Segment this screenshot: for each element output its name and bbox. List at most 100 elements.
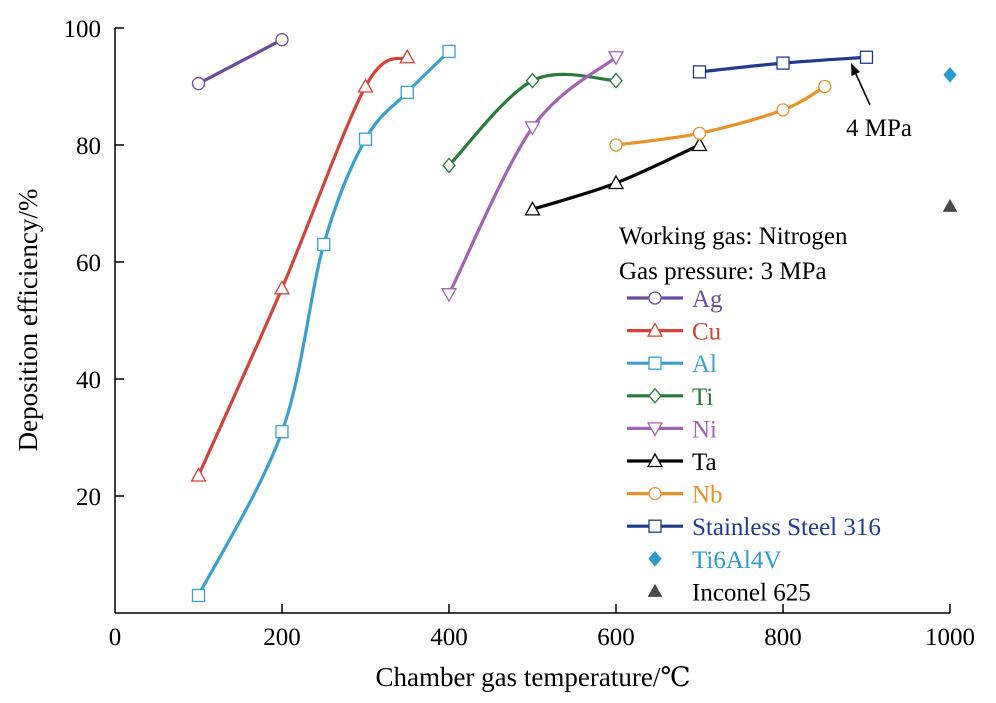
annotation-arrow-line [854,71,871,106]
series-al [191,44,456,603]
data-point-nb [818,79,832,94]
x-tick-label: 200 [263,624,301,651]
legend-item-ni: Ni [627,416,717,443]
legend-item-cu: Cu [627,319,722,346]
data-point-ni [607,51,625,66]
legend-item-ag: Ag [627,286,723,313]
legend-marker [648,486,662,501]
legend-marker [646,322,664,337]
data-point-cu [399,48,416,64]
legend-marker [646,422,664,437]
notes: Working gas: Nitrogen Gas pressure: 3 MP… [619,223,848,285]
note-gas-pressure: Gas pressure: 3 MPa [619,258,827,285]
x-axis-title: Chamber gas temperature/℃ [375,662,690,692]
data-point-cu [190,467,207,482]
legend-label: Cu [692,319,722,346]
y-tick-label: 20 [76,484,101,511]
y-ticks: 20 40 60 80 100 [64,16,124,511]
legend-marker [648,551,662,567]
series-ag [191,33,289,91]
legend-label: Ag [692,286,723,313]
data-point-al [275,424,289,439]
legend: Ag Cu Al Ti Ni Ta Nb Stainless Steel 316 Ti6Al4V… [627,286,881,606]
legend-marker [646,452,664,468]
series-line-al [196,49,451,598]
data-point-ta [607,174,625,190]
annotation: 4 MPa [846,63,912,142]
data-point-al [400,85,414,99]
series-line-nb [614,84,827,147]
data-point-al [317,237,331,252]
series-layer [190,33,958,603]
series-nb [609,79,832,152]
legend-item-ti: Ti [627,384,713,411]
data-point-ni [440,288,458,303]
legend-marker [648,519,662,533]
series-ti [442,72,623,174]
annotation-arrow-head [851,63,860,76]
x-tick-label: 0 [109,624,122,651]
note-working-gas: Working gas: Nitrogen [619,223,848,250]
legend-item-stainless-steel-316: Stainless Steel 316 [627,514,881,541]
data-point-cu [273,279,291,295]
legend-marker [647,583,663,597]
data-point-inconel-625 [942,198,958,212]
data-point-stainless-steel-316 [859,50,874,64]
legend-marker [648,387,662,404]
y-tick-label: 60 [76,250,101,277]
data-point-ti [525,72,540,89]
series-inconel-625 [942,198,958,212]
x-tick-label: 400 [430,624,468,651]
y-tick-label: 100 [64,16,102,43]
data-point-ni [524,121,541,136]
legend-marker [648,291,662,305]
series-cu [190,48,416,482]
data-point-stainless-steel-316 [776,56,790,70]
data-point-al [191,588,206,603]
series-ti6al4v [943,67,957,83]
data-point-nb [776,103,790,117]
legend-label: Inconel 625 [692,579,811,606]
data-point-ag [191,76,206,91]
data-point-ti [609,72,623,89]
data-point-ti6al4v [943,67,957,83]
series-line-ag [196,38,284,86]
y-tick-label: 40 [76,367,101,394]
annotation-label: 4 MPa [846,115,912,142]
legend-label: Ti [692,384,713,411]
legend-item-ta: Ta [627,449,717,476]
x-ticks: 0 200 400 600 800 1000 [109,604,975,651]
y-axis-title: Deposition efficiency/% [13,189,43,452]
x-tick-label: 1000 [925,624,975,651]
data-point-cu [357,78,374,93]
y-tick-label: 80 [76,133,101,160]
data-point-al [442,44,456,59]
legend-label: Al [692,351,717,378]
legend-item-al: Al [627,351,717,378]
data-point-ti [442,157,456,174]
series-ta [524,136,708,216]
legend-marker [648,356,662,370]
legend-item-ti6al4v: Ti6Al4V [648,547,781,574]
data-point-nb [692,126,707,140]
data-point-al [358,132,373,146]
data-point-ta [691,136,708,152]
legend-item-inconel-625: Inconel 625 [647,579,811,606]
legend-label: Ta [692,449,717,476]
x-tick-label: 600 [597,624,635,651]
series-ni [440,51,625,303]
legend-label: Ni [692,416,717,443]
series-line-ni [447,55,618,296]
data-point-stainless-steel-316 [692,65,707,79]
data-point-ag [275,33,289,47]
data-point-nb [609,138,623,152]
x-tick-label: 800 [764,624,802,651]
legend-item-nb: Nb [627,482,723,509]
legend-label: Stainless Steel 316 [692,514,881,541]
legend-label: Ti6Al4V [692,547,781,574]
legend-label: Nb [692,482,723,509]
series-line-cu [196,55,409,478]
data-point-ta [524,201,541,216]
series-stainless-steel-316 [692,50,874,79]
